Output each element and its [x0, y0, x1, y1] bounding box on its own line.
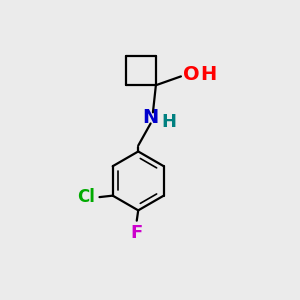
Text: O: O: [183, 65, 200, 84]
Text: H: H: [200, 65, 216, 84]
Text: F: F: [130, 224, 143, 242]
Text: Cl: Cl: [77, 188, 95, 206]
Text: N: N: [142, 108, 159, 127]
Text: H: H: [162, 113, 177, 131]
